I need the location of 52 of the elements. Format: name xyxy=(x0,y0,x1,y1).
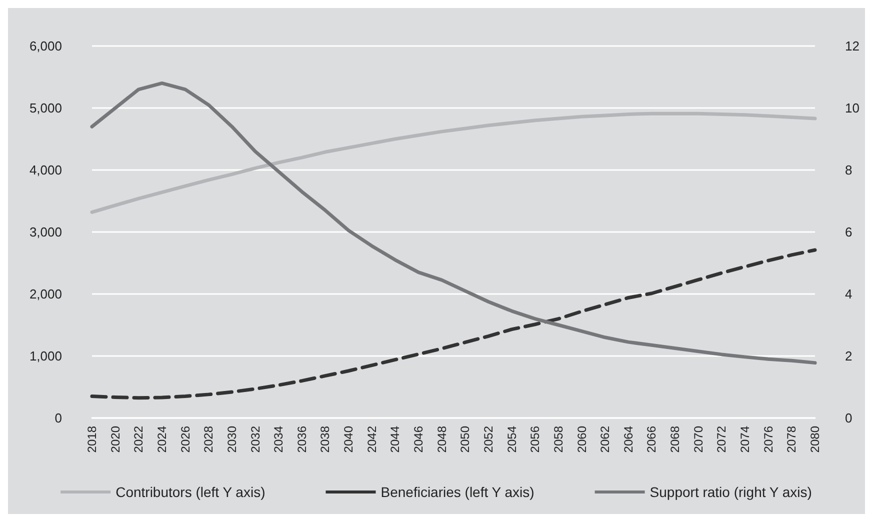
x-tick-label: 2074 xyxy=(738,426,752,453)
legend-label: Support ratio (right Y axis) xyxy=(650,484,812,500)
legend-label: Beneficiaries (left Y axis) xyxy=(380,484,534,500)
x-tick-label: 2020 xyxy=(108,426,122,453)
line-series xyxy=(90,112,817,214)
x-tick-label: 2048 xyxy=(434,426,449,453)
x-tick-label: 2018 xyxy=(85,426,99,453)
x-tick-label: 2046 xyxy=(412,426,426,453)
x-tick-label: 2022 xyxy=(132,426,146,453)
x-tick-label: 2058 xyxy=(551,426,566,453)
x-tick-label: 2076 xyxy=(761,426,776,453)
y2-tick-label: 0 xyxy=(845,410,852,426)
x-tick-label: 2034 xyxy=(272,426,286,453)
line-series xyxy=(90,81,817,365)
y2-tick-label: 8 xyxy=(845,162,852,178)
x-tick-label: 2036 xyxy=(294,426,309,453)
legend-label: Contributors (left Y axis) xyxy=(116,484,266,500)
x-tick-label: 2030 xyxy=(224,426,239,453)
y-tick-label: 1,000 xyxy=(29,348,62,364)
y2-tick-label: 12 xyxy=(845,38,860,54)
x-tick-label: 2078 xyxy=(784,426,799,453)
x-tick-label: 2032 xyxy=(248,426,262,453)
x-tick-label: 2052 xyxy=(481,426,496,453)
y-tick-label: 6,000 xyxy=(29,38,62,54)
y-tick-label: 3,000 xyxy=(29,224,62,240)
x-tick-label: 2028 xyxy=(202,426,216,453)
y2-tick-label: 2 xyxy=(845,348,852,364)
y-tick-label: 4,000 xyxy=(29,162,62,178)
x-tick-label: 2024 xyxy=(154,426,169,453)
x-tick-label: 2026 xyxy=(178,426,192,453)
x-tick-label: 2066 xyxy=(644,426,659,453)
y-tick-label: 5,000 xyxy=(29,100,62,116)
x-tick-label: 2064 xyxy=(621,426,636,453)
x-tick-label: 2060 xyxy=(574,426,589,453)
x-tick-label: 2044 xyxy=(388,426,402,453)
y2-tick-label: 10 xyxy=(845,100,860,116)
x-tick-label: 2042 xyxy=(364,426,379,453)
x-tick-label: 2072 xyxy=(714,426,729,453)
y2-tick-label: 6 xyxy=(845,224,852,240)
x-tick-label: 2056 xyxy=(528,426,542,453)
x-tick-label: 2068 xyxy=(668,426,682,453)
x-tick-label: 2050 xyxy=(458,426,472,453)
x-tick-label: 2038 xyxy=(318,426,332,453)
y-tick-label: 2,000 xyxy=(29,286,62,302)
x-tick-label: 2080 xyxy=(808,426,822,453)
x-tick-label: 2070 xyxy=(691,426,706,453)
x-tick-label: 2054 xyxy=(504,426,519,453)
line-series xyxy=(90,248,817,400)
x-tick-label: 2040 xyxy=(342,426,356,453)
y-tick-label: 0 xyxy=(54,410,62,426)
x-tick-label: 2062 xyxy=(598,426,612,453)
y2-tick-label: 4 xyxy=(845,286,852,302)
